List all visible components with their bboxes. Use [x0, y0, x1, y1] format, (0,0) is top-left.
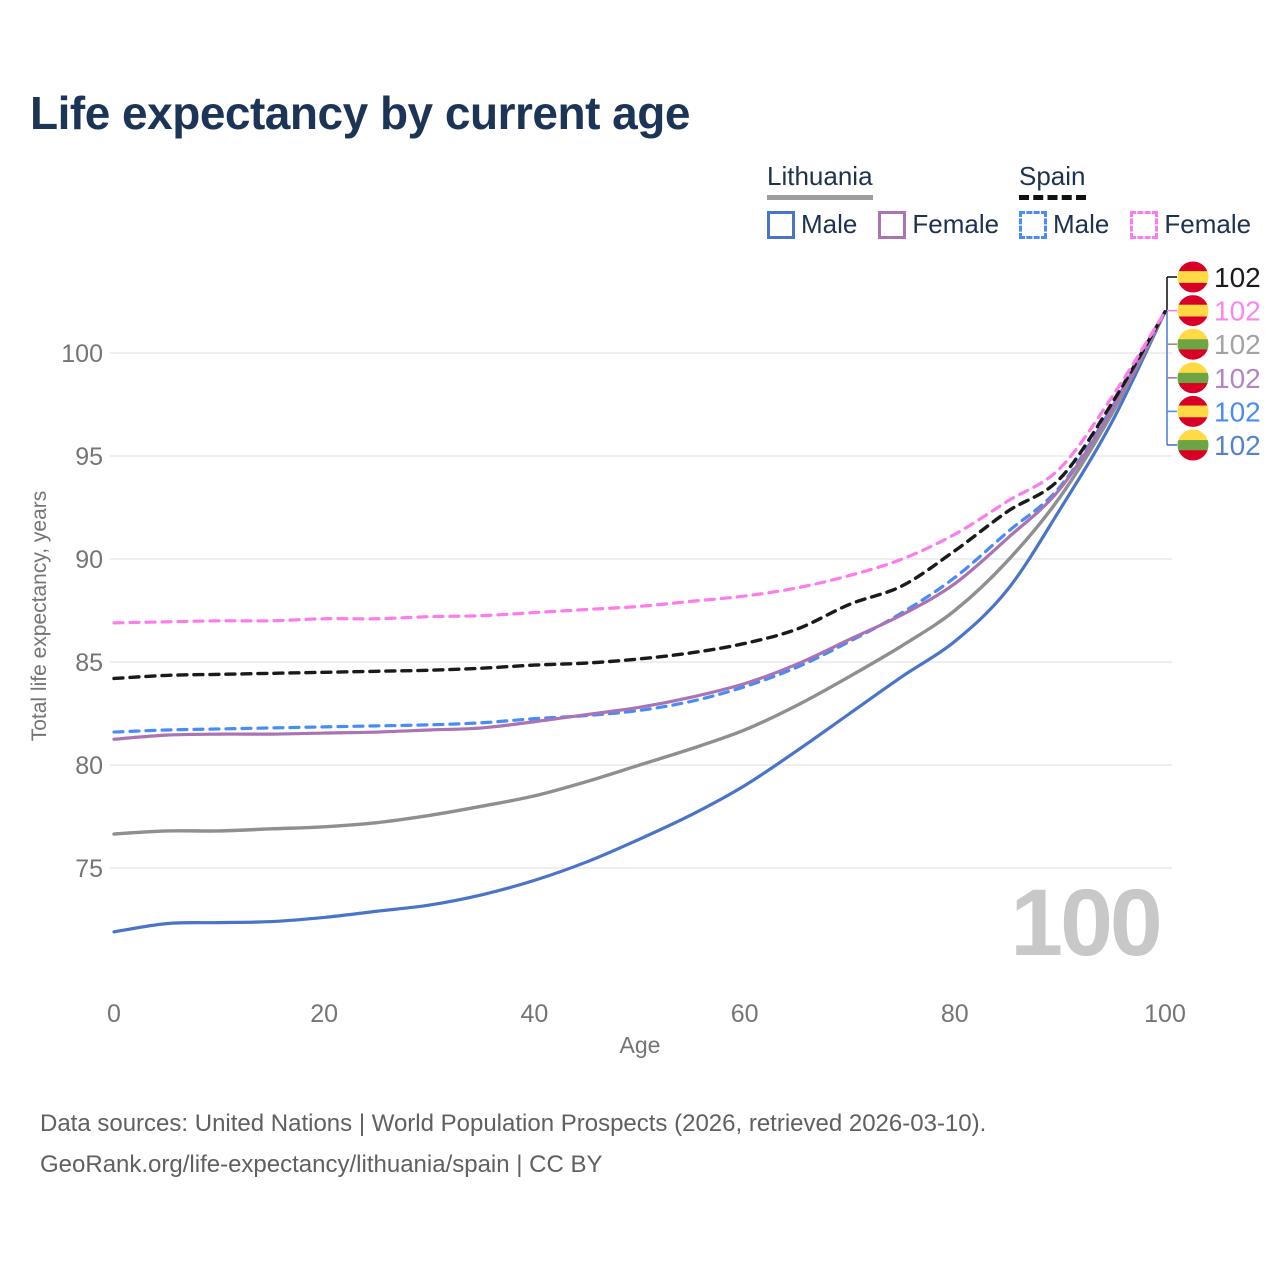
end-value-label-lithuania-male: 102	[1214, 430, 1261, 461]
end-value-label-spain: 102	[1214, 262, 1261, 293]
legend-item-label: Male	[801, 209, 858, 239]
legend-swatch	[1130, 210, 1159, 239]
flag-icon-lithuania	[1177, 328, 1209, 360]
x-tick-label: 100	[1144, 1000, 1186, 1028]
legend-swatch	[767, 210, 795, 239]
y-axis-title: Total life expectancy, years	[28, 491, 51, 742]
legend-item-lithuania-female[interactable]: Female	[878, 209, 999, 240]
y-tick-label: 80	[75, 752, 103, 780]
y-tick-label: 85	[75, 649, 103, 677]
legend-item-lithuania-male[interactable]: Male	[767, 209, 857, 240]
legend-item-label: Male	[1053, 209, 1110, 239]
series-line-lithuania	[112, 310, 1167, 836]
legend-swatch	[1019, 210, 1047, 239]
x-axis-title: Age	[620, 1032, 661, 1058]
page-title: Life expectancy by current age	[30, 87, 690, 139]
x-tick-label: 0	[107, 1000, 121, 1028]
footer: Data sources: United Nations | World Pop…	[40, 1103, 986, 1185]
series-line-spain-female	[112, 310, 1167, 625]
legend-item-spain-female[interactable]: Female	[1130, 209, 1251, 240]
legend-item-label: Female	[1164, 209, 1252, 239]
y-tick-label: 100	[61, 340, 103, 368]
legend-group-spain: Spain Male Female	[1019, 161, 1251, 240]
end-value-label-spain-female: 102	[1214, 296, 1261, 327]
flag-icon-lithuania	[1177, 362, 1209, 394]
footer-attribution: GeoRank.org/life-expectancy/lithuania/sp…	[40, 1151, 603, 1178]
x-tick-label: 20	[310, 1000, 338, 1028]
legend-group-title: Lithuania	[767, 161, 873, 200]
legend-swatch	[878, 210, 907, 239]
footer-sources: Data sources: United Nations | World Pop…	[40, 1110, 987, 1137]
legend-group-lithuania: Lithuania Male Female	[767, 161, 999, 240]
x-tick-label: 60	[731, 1000, 759, 1028]
series-line-spain	[112, 310, 1167, 681]
x-tick-label: 40	[520, 1000, 548, 1028]
legend-item-label: Female	[912, 209, 1000, 239]
y-tick-label: 75	[75, 855, 103, 883]
series-line-lithuania-male	[112, 310, 1167, 934]
y-tick-label: 95	[75, 443, 103, 471]
series-line-spain-male	[112, 310, 1167, 734]
end-value-label-spain-male: 102	[1214, 396, 1261, 427]
flag-icon-lithuania	[1177, 429, 1209, 461]
flag-icon-spain	[1177, 261, 1209, 293]
age-watermark: 100	[1010, 870, 1160, 976]
end-value-label-lithuania: 102	[1214, 329, 1261, 360]
y-tick-label: 90	[75, 546, 103, 574]
series-line-lithuania-female	[112, 310, 1167, 741]
end-value-label-lithuania-female: 102	[1214, 363, 1261, 394]
x-tick-label: 80	[941, 1000, 969, 1028]
flag-icon-spain	[1177, 295, 1209, 327]
line-chart: 75 80 85 90 95 100 0 20 40 60 80 100 Age Total life e…	[28, 261, 1261, 1058]
flag-icon-spain	[1177, 395, 1209, 427]
legend-group-title: Spain	[1019, 161, 1086, 200]
legend-item-spain-male[interactable]: Male	[1019, 209, 1109, 240]
